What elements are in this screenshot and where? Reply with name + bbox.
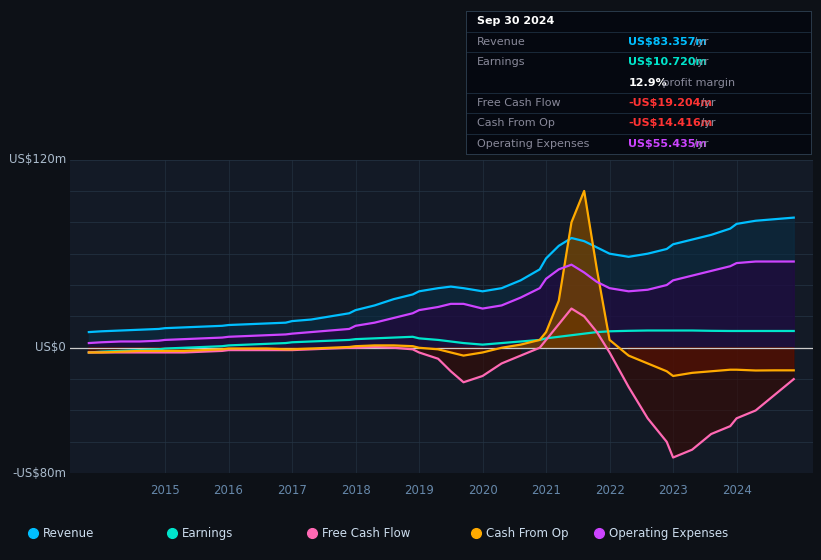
Text: 2016: 2016 [213, 483, 244, 497]
Text: /yr: /yr [690, 139, 709, 149]
Text: /yr: /yr [690, 57, 709, 67]
Text: Operating Expenses: Operating Expenses [477, 139, 589, 149]
Text: Cash From Op: Cash From Op [486, 527, 568, 540]
Text: 2023: 2023 [658, 483, 688, 497]
Text: Revenue: Revenue [477, 37, 525, 47]
Text: -US$14.416m: -US$14.416m [628, 118, 713, 128]
Text: US$55.435m: US$55.435m [628, 139, 707, 149]
Text: US$0: US$0 [35, 341, 66, 354]
Text: Revenue: Revenue [43, 527, 94, 540]
Text: 2018: 2018 [341, 483, 370, 497]
Text: /yr: /yr [697, 118, 715, 128]
Text: 12.9%: 12.9% [628, 78, 667, 87]
Text: profit margin: profit margin [659, 78, 736, 87]
Text: 2024: 2024 [722, 483, 751, 497]
Text: 2015: 2015 [150, 483, 180, 497]
Text: Sep 30 2024: Sep 30 2024 [477, 16, 554, 26]
Text: Free Cash Flow: Free Cash Flow [477, 98, 560, 108]
Text: Earnings: Earnings [477, 57, 525, 67]
Text: -US$80m: -US$80m [12, 466, 66, 480]
Text: Free Cash Flow: Free Cash Flow [322, 527, 410, 540]
Text: Operating Expenses: Operating Expenses [609, 527, 728, 540]
Text: 2017: 2017 [277, 483, 307, 497]
Text: 2021: 2021 [531, 483, 561, 497]
Text: 2022: 2022 [594, 483, 625, 497]
Text: US$83.357m: US$83.357m [628, 37, 707, 47]
Text: 2019: 2019 [404, 483, 434, 497]
Text: US$120m: US$120m [9, 153, 66, 166]
Text: /yr: /yr [690, 37, 709, 47]
Text: /yr: /yr [697, 98, 715, 108]
Text: Earnings: Earnings [182, 527, 234, 540]
Text: -US$19.204m: -US$19.204m [628, 98, 713, 108]
Text: Cash From Op: Cash From Op [477, 118, 554, 128]
Text: 2020: 2020 [468, 483, 498, 497]
Text: US$10.720m: US$10.720m [628, 57, 708, 67]
